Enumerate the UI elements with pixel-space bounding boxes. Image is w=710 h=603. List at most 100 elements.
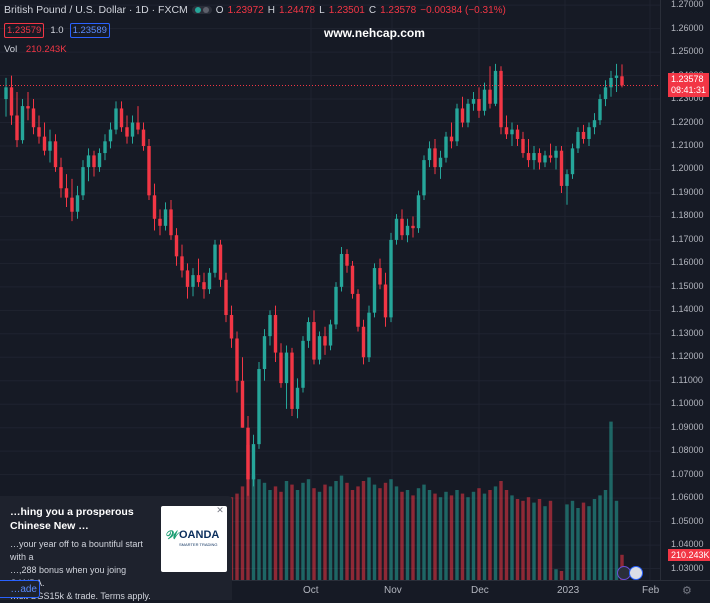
time-tick-label: Nov	[384, 585, 402, 596]
volume-bar	[394, 486, 399, 580]
sell-price-button[interactable]: 1.23579	[4, 23, 45, 38]
trade-now-button[interactable]: …ade now	[0, 580, 40, 598]
candle-body	[323, 336, 327, 346]
candle-body	[174, 235, 179, 257]
volume-bar	[543, 506, 547, 580]
candle-body	[603, 87, 608, 100]
candle-body	[532, 153, 536, 161]
oanda-logo[interactable]: 𝒲 OANDA SMARTER TRADING	[161, 506, 227, 572]
gear-icon[interactable]: ⚙	[682, 585, 692, 597]
candle-body	[81, 167, 85, 196]
buy-price-button[interactable]: 1.23589	[69, 23, 110, 38]
volume-bar	[361, 481, 366, 580]
volume-bar	[477, 488, 481, 580]
close-label: C	[368, 4, 377, 16]
price-tick-label: 1.25000	[671, 46, 704, 57]
price-tick-label: 1.20000	[671, 163, 704, 174]
close-icon[interactable]: ✕	[216, 505, 224, 515]
volume-bar	[251, 475, 256, 580]
volume-bar	[603, 490, 608, 580]
market-open-dot	[194, 7, 201, 13]
low-value: 1.23501	[328, 4, 365, 16]
volume-bar	[301, 482, 305, 580]
candle-body	[576, 131, 580, 149]
candle-body	[147, 146, 151, 196]
volume-bar	[581, 502, 586, 580]
oanda-logo-text: OANDA	[179, 529, 220, 541]
candle-body	[290, 352, 294, 409]
candle-body	[75, 195, 80, 212]
price-tick-label: 1.11000	[671, 374, 703, 385]
candle-body	[471, 99, 476, 104]
candle-body	[64, 188, 69, 198]
symbol-title[interactable]: British Pound / U.S. Dollar · 1D · FXCM	[4, 4, 188, 16]
candle-body	[405, 225, 410, 236]
price-tick-label: 1.15000	[671, 280, 704, 291]
candle-body	[114, 108, 118, 130]
candle-body	[543, 155, 547, 163]
volume-bar	[565, 504, 569, 580]
candle-body	[455, 108, 459, 142]
candle-body	[53, 141, 58, 168]
candle-body	[620, 76, 624, 86]
volume-bar	[592, 499, 597, 580]
volume-bar	[532, 502, 536, 580]
volume-value: 210.243K	[25, 44, 67, 55]
market-status[interactable]	[191, 6, 212, 14]
volume-bar	[372, 484, 377, 580]
candle-body	[372, 268, 377, 313]
candle-body	[521, 138, 525, 154]
candle-body	[207, 272, 212, 290]
volume-bar	[257, 479, 261, 580]
volume-bar	[356, 486, 360, 580]
time-tick-label: Oct	[303, 585, 319, 596]
volume-bar	[482, 493, 487, 580]
candle-body	[240, 380, 245, 428]
candle-body	[48, 141, 52, 151]
candle-body	[350, 265, 355, 294]
candle-body	[262, 336, 267, 370]
volume-bar	[609, 421, 613, 580]
volume-bar	[400, 491, 404, 580]
volume-bar	[273, 486, 278, 580]
candle-body	[598, 99, 602, 121]
price-tick-label: 1.12000	[671, 351, 704, 362]
price-tick-label: 1.26000	[671, 22, 704, 33]
candle-body	[196, 275, 201, 283]
candles	[4, 63, 624, 496]
candle-body	[169, 209, 173, 236]
candle-body	[268, 315, 272, 337]
candle-body	[70, 197, 74, 212]
flag-icon[interactable]	[629, 566, 643, 580]
candle-body	[554, 150, 558, 158]
volume-bar	[290, 484, 294, 580]
volume-bar	[493, 486, 498, 580]
volume-bar	[438, 497, 443, 580]
candle-body	[367, 312, 371, 358]
candle-body	[460, 108, 465, 123]
last-price-value: 1.23578	[671, 74, 704, 84]
price-tick-label: 1.05000	[671, 515, 704, 526]
price-tick-label: 1.13000	[671, 327, 704, 338]
open-label: O	[215, 4, 224, 16]
volume-legend[interactable]: Vol 210.243K	[4, 44, 67, 55]
candle-body	[295, 387, 300, 409]
candle-body	[301, 340, 305, 388]
candle-body	[163, 209, 168, 226]
volume-bar	[345, 482, 349, 580]
price-tick-label: 1.10000	[671, 398, 704, 409]
price-chart[interactable]	[0, 0, 660, 580]
close-value: 1.23578	[380, 4, 417, 16]
candle-body	[125, 127, 129, 137]
candle-body	[427, 148, 432, 161]
volume-bar	[488, 490, 492, 580]
candle-body	[449, 136, 454, 142]
volume-bar	[350, 490, 355, 580]
change-value: −0.00384 (−0.31%)	[420, 4, 506, 16]
volume-bar	[317, 491, 322, 580]
volume-bar	[570, 500, 575, 580]
volume-bar	[312, 488, 316, 580]
promo-line: …your year off to a bountiful start with…	[10, 539, 143, 562]
candle-body	[510, 129, 514, 135]
candle-body	[235, 338, 239, 381]
